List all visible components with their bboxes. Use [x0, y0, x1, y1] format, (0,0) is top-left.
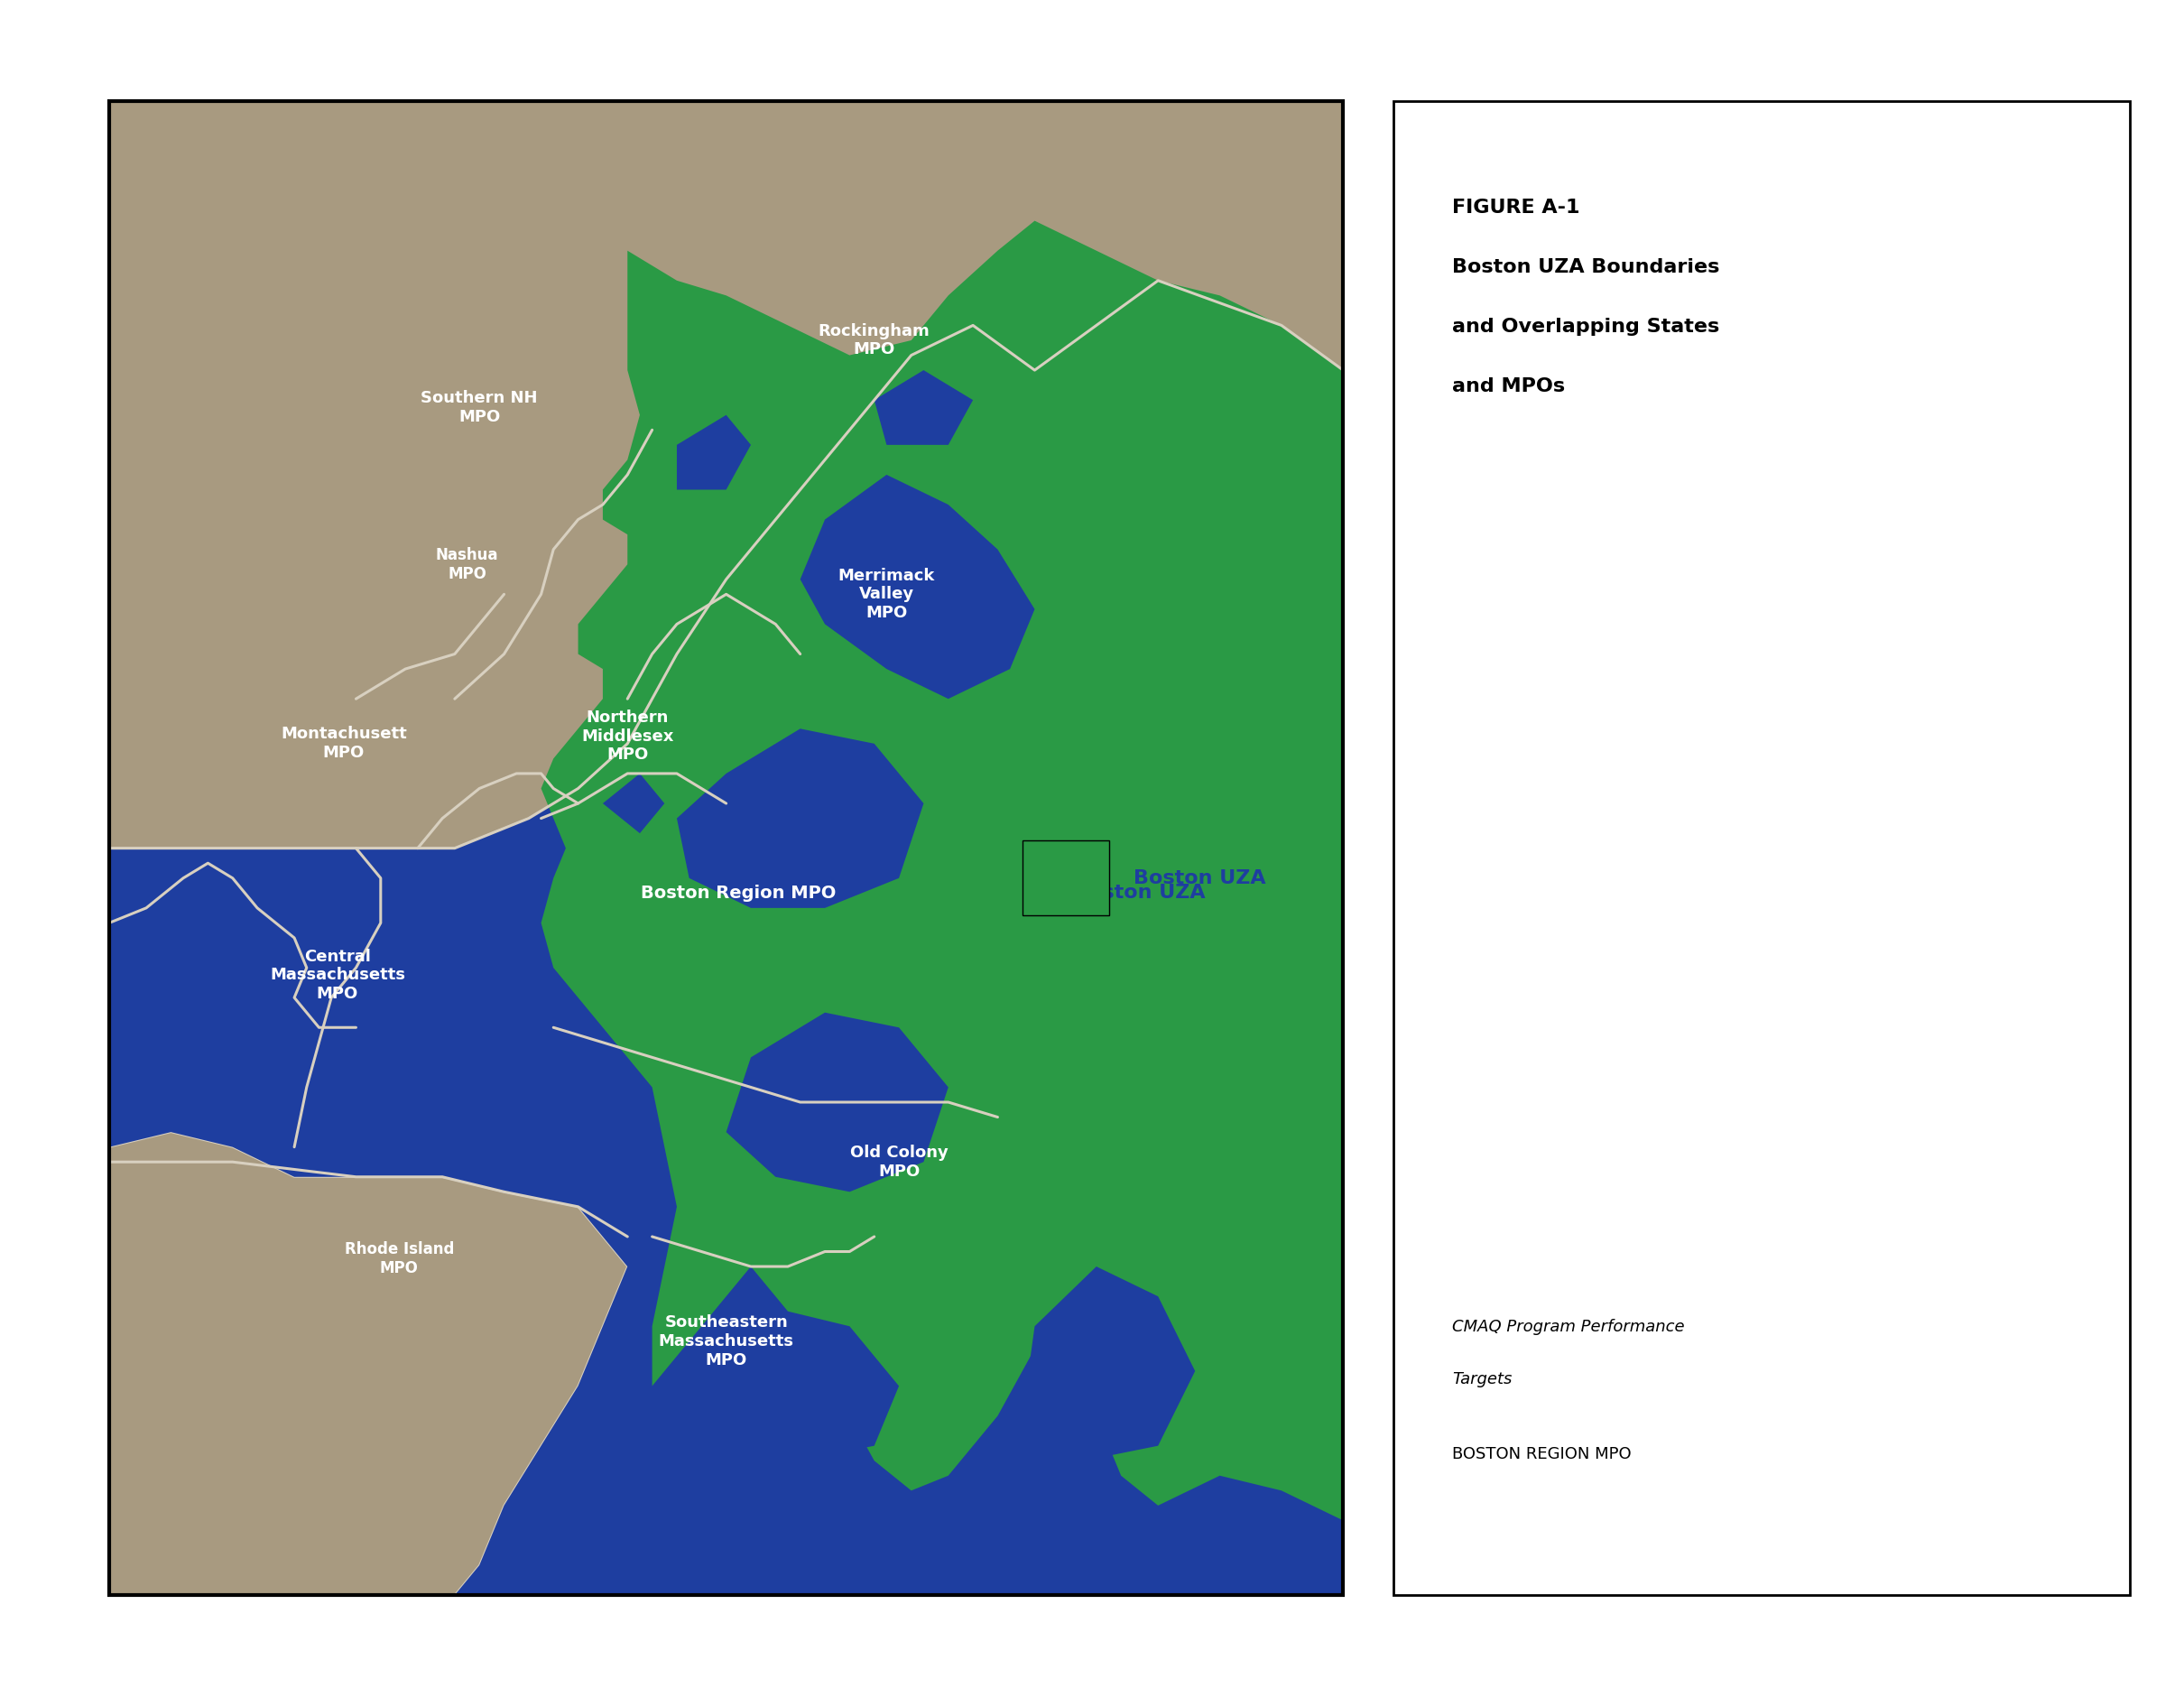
Polygon shape — [1022, 1266, 1195, 1460]
Text: Northern
Middlesex
MPO: Northern Middlesex MPO — [581, 709, 673, 763]
Polygon shape — [109, 1133, 627, 1595]
Polygon shape — [725, 1013, 948, 1192]
Polygon shape — [109, 326, 1343, 1595]
Polygon shape — [677, 729, 924, 908]
Polygon shape — [603, 773, 664, 834]
Text: Boston UZA: Boston UZA — [1072, 885, 1206, 901]
Polygon shape — [109, 101, 1343, 1595]
Text: CMAQ Program Performance: CMAQ Program Performance — [1452, 1318, 1684, 1335]
Text: Boston UZA Boundaries: Boston UZA Boundaries — [1452, 258, 1719, 277]
Text: Boston Region MPO: Boston Region MPO — [640, 885, 836, 901]
Text: FIGURE A-1: FIGURE A-1 — [1452, 199, 1579, 216]
Polygon shape — [725, 1312, 900, 1460]
Polygon shape — [874, 370, 972, 446]
Text: Nashua
MPO: Nashua MPO — [435, 547, 498, 582]
Text: Southeastern
Massachusetts
MPO: Southeastern Massachusetts MPO — [660, 1315, 793, 1367]
Polygon shape — [799, 474, 1035, 699]
Text: Merrimack
Valley
MPO: Merrimack Valley MPO — [839, 567, 935, 621]
Text: Rockingham
MPO: Rockingham MPO — [819, 322, 930, 358]
Text: Rhode Island
MPO: Rhode Island MPO — [345, 1242, 454, 1276]
Polygon shape — [677, 415, 751, 490]
Polygon shape — [542, 221, 1343, 1521]
Text: Southern NH
MPO: Southern NH MPO — [422, 390, 537, 425]
Text: Old Colony
MPO: Old Colony MPO — [850, 1144, 948, 1180]
Text: and Overlapping States: and Overlapping States — [1452, 317, 1719, 336]
FancyBboxPatch shape — [1393, 101, 2129, 1595]
Polygon shape — [109, 101, 1343, 847]
Text: Central
Massachusetts
MPO: Central Massachusetts MPO — [271, 949, 406, 1003]
Text: Montachusett
MPO: Montachusett MPO — [280, 726, 406, 761]
Text: Boston UZA: Boston UZA — [1133, 869, 1267, 888]
Text: BOSTON REGION MPO: BOSTON REGION MPO — [1452, 1445, 1631, 1462]
Text: and MPOs: and MPOs — [1452, 378, 1566, 395]
Bar — [1022, 841, 1109, 915]
Text: Targets: Targets — [1452, 1371, 1511, 1388]
